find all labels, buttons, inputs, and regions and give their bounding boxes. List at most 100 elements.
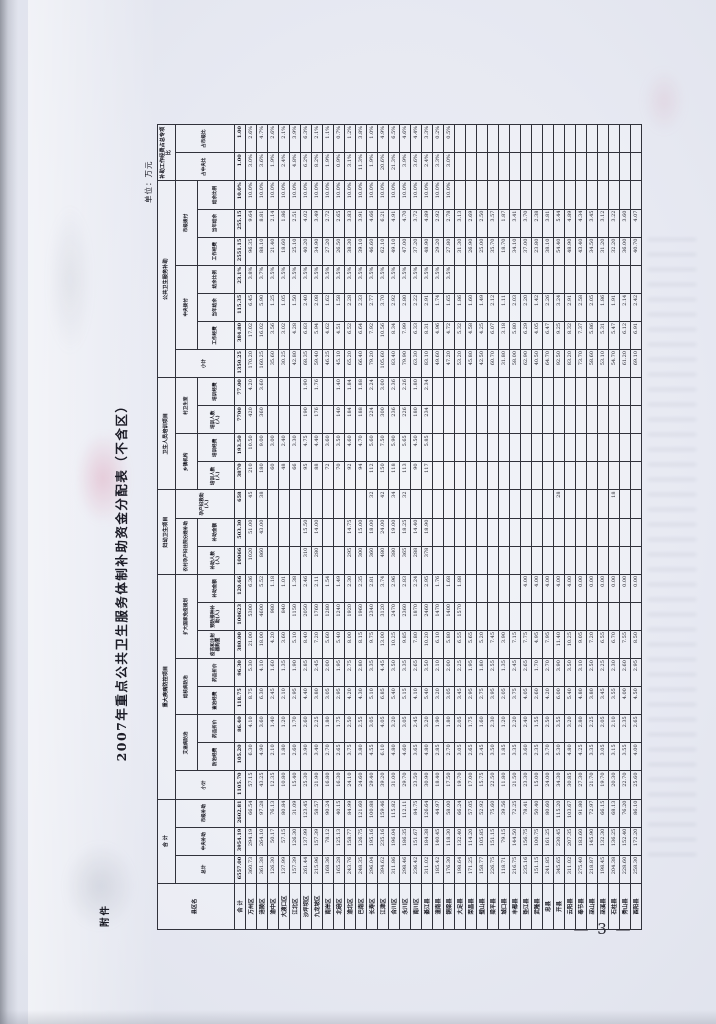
table-cell [564,546,576,575]
table-cell [553,461,565,490]
table-row: 巫溪县 198.45 132.30 66.15 19.70 3.05 2.05 3.45 2.2… [597,124,609,930]
table-cell: 2.05 [498,686,510,715]
table-cell: 21.90 [311,770,323,800]
table-cell: 15.50 [300,518,312,547]
page-number: — 3 — [573,920,633,938]
table-cell: 145.90 [586,827,598,856]
table-cell: 1350.25 [234,349,246,378]
table-cell [289,489,301,519]
table-cell [432,461,444,490]
table-cell [498,180,510,210]
table-cell: 23.80 [531,237,543,266]
table-cell: 92.50 [553,349,565,378]
table-cell: 2.65 [465,742,477,771]
table-cell: 380 [388,546,400,575]
table-cell: 2.25 [586,714,598,743]
table-cell: 19.70 [597,770,609,800]
table-cell: 193.50 [234,433,246,462]
table-cell: 2.10 [608,714,620,743]
table-cell: 4.50 [630,686,642,715]
table-cell [465,405,477,434]
table-cell: 1.9% [322,152,334,181]
table-cell: 64.70 [542,349,554,378]
table-cell [487,124,499,153]
table-cell [597,124,609,153]
table-cell: 2.75 [344,658,356,687]
table-cell: 2.45 [476,742,488,771]
table-cell: 4.89 [564,209,576,238]
table-cell: 7700 [234,405,246,434]
table-cell: 236 [388,405,400,434]
row-label: 潼南县 [432,883,444,930]
table-cell: 1.00 [234,152,246,181]
table-cell: 264.10 [256,827,268,856]
table-cell: 1.05 [278,293,290,322]
table-cell: 1.95 [465,658,477,687]
row-label: 梁平县 [487,883,499,930]
table-row: 九龙坡区 215.96 157.39 58.57 21.90 3.40 2.25 3.80 2.… [311,124,323,930]
table-cell: 2.83 [399,574,411,603]
table-cell: 224 [366,405,378,434]
table-cell [586,433,598,462]
table-cell [432,433,444,462]
table-cell: 2.05 [586,293,598,322]
table-cell [542,405,554,434]
table-cell: 47.20 [443,349,455,378]
table-cell: 6.91 [630,321,642,350]
table-cell [608,377,620,406]
table-cell: 12.35 [267,770,279,800]
table-cell [564,433,576,462]
table-cell: 3.5% [322,265,334,294]
table-cell [630,461,642,490]
column-header: 市级拨付 [175,180,198,266]
rotated-content-area: 附件 2007年重点公共卫生服务体制补助资金分配表（不含区） 单位：万元 县区名… [95,85,660,945]
table-row: 南川区 236.42 151.67 84.75 23.50 3.65 2.45 4.10 2.6… [410,124,422,930]
table-cell: 2.35 [531,742,543,771]
table-cell: 2.25 [311,714,323,743]
table-cell: 2.1% [311,124,323,153]
table-row: 酉阳县 258.30 172.20 86.10 25.60 4.00 2.65 4.50 2.9… [630,124,642,930]
table-row: 丰都县 216.75 144.50 72.25 21.50 3.35 2.20 3.75 2.4… [509,124,521,930]
table-cell [553,518,565,547]
table-cell: 2.96 [388,574,400,603]
table-cell [465,265,477,294]
table-cell: 1.80 [443,714,455,743]
table-cell [465,574,477,603]
table-cell [487,518,499,547]
table-cell: 43.40 [575,237,587,266]
table-cell: 480 [377,546,389,575]
table-cell: 2.10 [278,686,290,715]
table-cell [520,461,532,490]
table-cell [465,433,477,462]
table-cell: 137.99 [278,855,290,884]
table-cell: 10.0% [344,180,356,210]
table-cell: 2.45 [267,686,279,715]
table-cell [454,124,466,153]
table-cell: 2.80 [399,293,411,322]
table-cell: 42.50 [476,349,488,378]
table-cell: 3.80 [355,742,367,771]
table-cell: 2.34 [421,377,433,406]
table-cell: 2.95 [465,686,477,715]
table-cell [476,405,488,434]
table-cell: 126.64 [421,799,433,828]
table-cell: 2.69 [465,209,477,238]
table-cell: 2.36 [388,377,400,406]
table-cell: 47.00 [399,237,411,266]
table-cell [531,518,543,547]
row-label: 铜梁县 [443,883,455,930]
table-cell: 2.00 [322,658,334,687]
table-cell: 86.10 [630,799,642,828]
table-cell: 115.82 [388,799,400,828]
table-cell: 95 [300,461,312,490]
table-cell [564,489,576,519]
table-cell: 0.5% [443,124,455,153]
table-cell: 2.91 [564,293,576,322]
allocation-table: 县区名合 计重大疾病防控项目 妇幼卫生项目 卫生人员培训项目 公共卫生服务补助 补助工作… [157,124,642,930]
table-cell: 310 [300,546,312,575]
table-cell: 0.00 [586,574,598,603]
column-header: 总计 [175,855,235,884]
table-row: 开县 345.65 230.45 115.20 34.30 5.30 3.55 6.00 3.9… [553,124,565,930]
table-cell: 84.99 [344,799,356,828]
